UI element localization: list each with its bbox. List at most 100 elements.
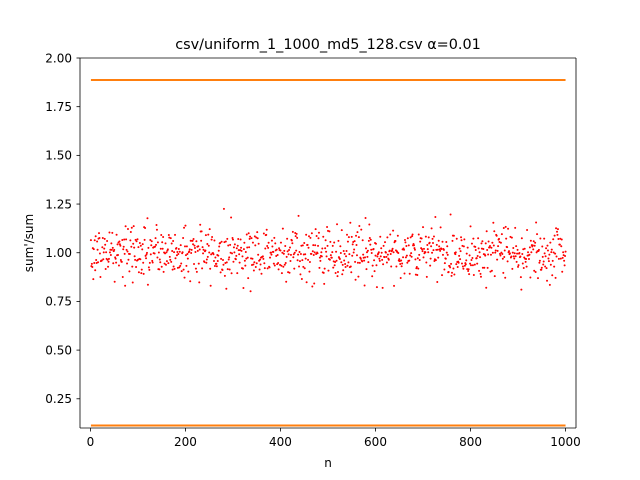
data-point <box>507 227 510 230</box>
data-point <box>481 240 484 243</box>
data-point <box>228 268 231 271</box>
data-point <box>445 241 448 244</box>
data-point <box>130 245 133 248</box>
data-point <box>415 265 418 268</box>
data-point <box>548 253 551 256</box>
data-point <box>382 244 385 247</box>
data-point <box>171 250 174 253</box>
data-point <box>180 270 183 273</box>
data-point <box>529 276 532 279</box>
data-point <box>132 242 135 245</box>
data-point <box>320 255 323 258</box>
data-point <box>267 246 270 249</box>
data-point <box>131 265 134 268</box>
data-point <box>189 280 192 283</box>
data-point <box>253 261 256 264</box>
data-point <box>402 256 405 259</box>
data-point <box>515 245 518 248</box>
data-point <box>94 235 97 238</box>
data-point <box>294 235 297 238</box>
data-point <box>355 234 358 237</box>
data-point <box>223 274 226 277</box>
data-point <box>238 261 241 264</box>
data-point <box>463 238 466 241</box>
data-point <box>215 265 218 268</box>
y-tick-label: 1.25 <box>45 197 72 211</box>
data-point <box>412 244 415 247</box>
data-point <box>403 238 406 241</box>
data-point <box>312 253 315 256</box>
data-point <box>301 244 304 247</box>
data-point <box>92 278 95 281</box>
data-point <box>348 253 351 256</box>
data-point <box>288 249 291 252</box>
data-point <box>165 260 168 263</box>
data-point <box>430 245 433 248</box>
data-point <box>282 252 285 255</box>
data-point <box>273 236 276 239</box>
data-point <box>405 254 408 257</box>
data-point <box>207 233 210 236</box>
data-point <box>274 242 277 245</box>
data-point <box>216 260 219 263</box>
data-point <box>222 258 224 261</box>
data-point <box>544 265 547 268</box>
data-point <box>134 238 137 241</box>
data-point <box>493 275 496 278</box>
data-point <box>323 267 326 270</box>
data-point <box>194 250 197 253</box>
data-point <box>458 254 461 257</box>
data-point <box>549 263 552 266</box>
data-point <box>319 259 322 262</box>
data-point <box>343 252 346 255</box>
data-point <box>443 262 446 265</box>
data-point <box>93 239 96 242</box>
data-point <box>292 256 295 259</box>
data-point <box>155 223 158 226</box>
data-point <box>206 255 209 258</box>
data-point <box>201 267 204 270</box>
data-point <box>314 244 317 247</box>
data-point <box>284 261 287 264</box>
data-point <box>101 246 104 249</box>
data-point <box>513 252 516 255</box>
data-point <box>307 246 310 249</box>
data-point <box>213 264 216 267</box>
data-point <box>387 258 390 261</box>
data-point <box>154 237 157 240</box>
data-point <box>479 275 482 278</box>
data-point <box>185 245 188 248</box>
data-point <box>249 290 252 293</box>
data-point <box>422 226 425 229</box>
data-point <box>208 251 211 254</box>
data-point <box>313 251 316 254</box>
data-point <box>478 251 481 254</box>
data-point <box>492 221 495 224</box>
data-point <box>205 261 208 264</box>
data-point <box>196 249 199 252</box>
data-point <box>409 236 412 239</box>
data-point <box>379 235 382 238</box>
data-point <box>146 217 149 220</box>
data-point <box>242 287 245 289</box>
data-point <box>295 249 298 252</box>
data-point <box>113 280 116 283</box>
data-point <box>516 248 519 251</box>
data-point <box>512 247 515 250</box>
data-point <box>493 230 496 233</box>
data-point <box>322 235 325 238</box>
data-point <box>267 241 270 244</box>
data-point <box>169 237 172 240</box>
data-point <box>266 267 269 270</box>
data-point <box>395 265 398 268</box>
data-point <box>318 266 321 269</box>
data-point <box>490 269 493 272</box>
data-point <box>109 253 112 256</box>
data-point <box>246 246 249 249</box>
x-tick-label: 200 <box>174 435 197 449</box>
data-point <box>221 268 224 271</box>
data-point <box>351 243 354 246</box>
data-point <box>418 259 421 262</box>
data-point <box>504 225 507 228</box>
data-point <box>315 234 318 237</box>
